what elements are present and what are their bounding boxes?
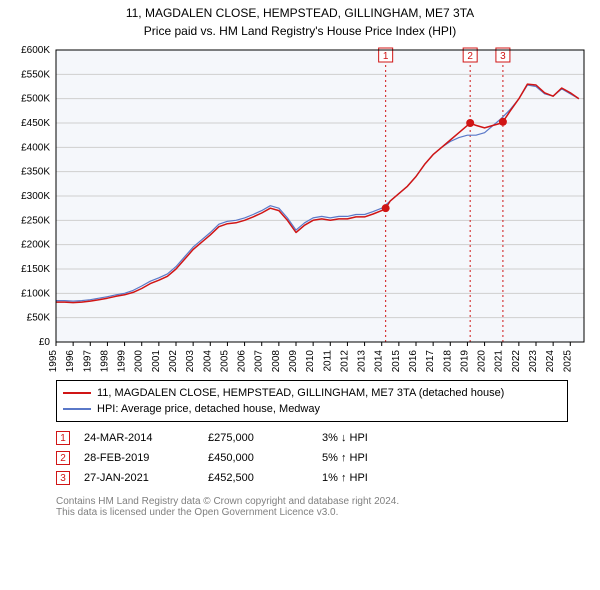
sale-row: 2 28-FEB-2019 £450,000 5% ↑ HPI — [56, 448, 568, 468]
legend-label: HPI: Average price, detached house, Medw… — [97, 403, 320, 415]
sale-date: 27-JAN-2021 — [84, 472, 194, 484]
svg-text:1995: 1995 — [48, 350, 59, 372]
svg-text:2: 2 — [467, 51, 473, 62]
sale-price: £450,000 — [208, 452, 308, 464]
legend-box: 11, MAGDALEN CLOSE, HEMPSTEAD, GILLINGHA… — [56, 380, 568, 422]
svg-text:2011: 2011 — [322, 350, 333, 372]
footer-attribution: Contains HM Land Registry data © Crown c… — [56, 496, 568, 518]
legend-item: 11, MAGDALEN CLOSE, HEMPSTEAD, GILLINGHA… — [63, 385, 561, 401]
svg-text:£100K: £100K — [21, 288, 50, 299]
svg-text:2002: 2002 — [168, 350, 179, 372]
svg-text:2008: 2008 — [271, 350, 282, 372]
svg-text:2015: 2015 — [391, 350, 402, 372]
svg-text:2020: 2020 — [477, 350, 488, 372]
svg-text:£350K: £350K — [21, 167, 50, 178]
sale-date: 28-FEB-2019 — [84, 452, 194, 464]
sale-price: £452,500 — [208, 472, 308, 484]
footer-line1: Contains HM Land Registry data © Crown c… — [56, 496, 568, 507]
svg-text:2025: 2025 — [562, 350, 573, 372]
svg-text:2018: 2018 — [442, 350, 453, 372]
svg-text:£600K: £600K — [21, 45, 50, 56]
svg-text:2014: 2014 — [374, 350, 385, 372]
svg-text:1: 1 — [383, 51, 389, 62]
svg-text:2003: 2003 — [185, 350, 196, 372]
svg-text:2009: 2009 — [288, 350, 299, 372]
svg-text:£400K: £400K — [21, 142, 50, 153]
sale-pct: 5% ↑ HPI — [322, 452, 368, 464]
svg-text:2021: 2021 — [494, 350, 505, 372]
footer-line2: This data is licensed under the Open Gov… — [56, 507, 568, 518]
svg-text:2019: 2019 — [459, 350, 470, 372]
svg-text:2022: 2022 — [511, 350, 522, 372]
svg-text:£500K: £500K — [21, 94, 50, 105]
legend-swatch — [63, 408, 91, 410]
svg-text:£450K: £450K — [21, 118, 50, 129]
sale-pct: 1% ↑ HPI — [322, 472, 368, 484]
svg-text:2001: 2001 — [151, 350, 162, 372]
svg-text:2012: 2012 — [339, 350, 350, 372]
legend-item: HPI: Average price, detached house, Medw… — [63, 401, 561, 417]
svg-text:£200K: £200K — [21, 240, 50, 251]
svg-text:2016: 2016 — [408, 350, 419, 372]
svg-text:£150K: £150K — [21, 264, 50, 275]
svg-text:£0: £0 — [39, 337, 51, 348]
svg-text:2024: 2024 — [545, 350, 556, 372]
sale-marker: 2 — [56, 451, 70, 465]
svg-text:2007: 2007 — [254, 350, 265, 372]
svg-text:£250K: £250K — [21, 215, 50, 226]
sales-table: 1 24-MAR-2014 £275,000 3% ↓ HPI 2 28-FEB-2019… — [56, 428, 568, 488]
svg-text:2006: 2006 — [237, 350, 248, 372]
svg-text:2005: 2005 — [219, 350, 230, 372]
svg-text:2013: 2013 — [357, 350, 368, 372]
sale-marker: 1 — [56, 431, 70, 445]
sale-date: 24-MAR-2014 — [84, 432, 194, 444]
svg-text:2004: 2004 — [202, 350, 213, 372]
svg-text:1998: 1998 — [99, 350, 110, 372]
legend-swatch — [63, 392, 91, 394]
svg-text:1997: 1997 — [82, 350, 93, 372]
sale-row: 3 27-JAN-2021 £452,500 1% ↑ HPI — [56, 468, 568, 488]
page-title: 11, MAGDALEN CLOSE, HEMPSTEAD, GILLINGHA… — [0, 0, 600, 20]
legend-label: 11, MAGDALEN CLOSE, HEMPSTEAD, GILLINGHA… — [97, 387, 504, 399]
svg-text:2017: 2017 — [425, 350, 436, 372]
price-chart: £0 £50K £100K £150K £200K £250K £300K £350K £400… — [0, 42, 600, 372]
svg-text:£300K: £300K — [21, 191, 50, 202]
sale-price: £275,000 — [208, 432, 308, 444]
svg-text:3: 3 — [500, 51, 506, 62]
svg-text:2010: 2010 — [305, 350, 316, 372]
page-subtitle: Price paid vs. HM Land Registry's House … — [0, 20, 600, 42]
svg-text:£50K: £50K — [27, 313, 51, 324]
sale-row: 1 24-MAR-2014 £275,000 3% ↓ HPI — [56, 428, 568, 448]
svg-text:2023: 2023 — [528, 350, 539, 372]
svg-text:2000: 2000 — [134, 350, 145, 372]
svg-text:1999: 1999 — [117, 350, 128, 372]
sale-marker: 3 — [56, 471, 70, 485]
svg-text:£550K: £550K — [21, 69, 50, 80]
svg-text:1996: 1996 — [65, 350, 76, 372]
sale-pct: 3% ↓ HPI — [322, 432, 368, 444]
chart-container: £0 £50K £100K £150K £200K £250K £300K £350K £400… — [0, 42, 600, 372]
